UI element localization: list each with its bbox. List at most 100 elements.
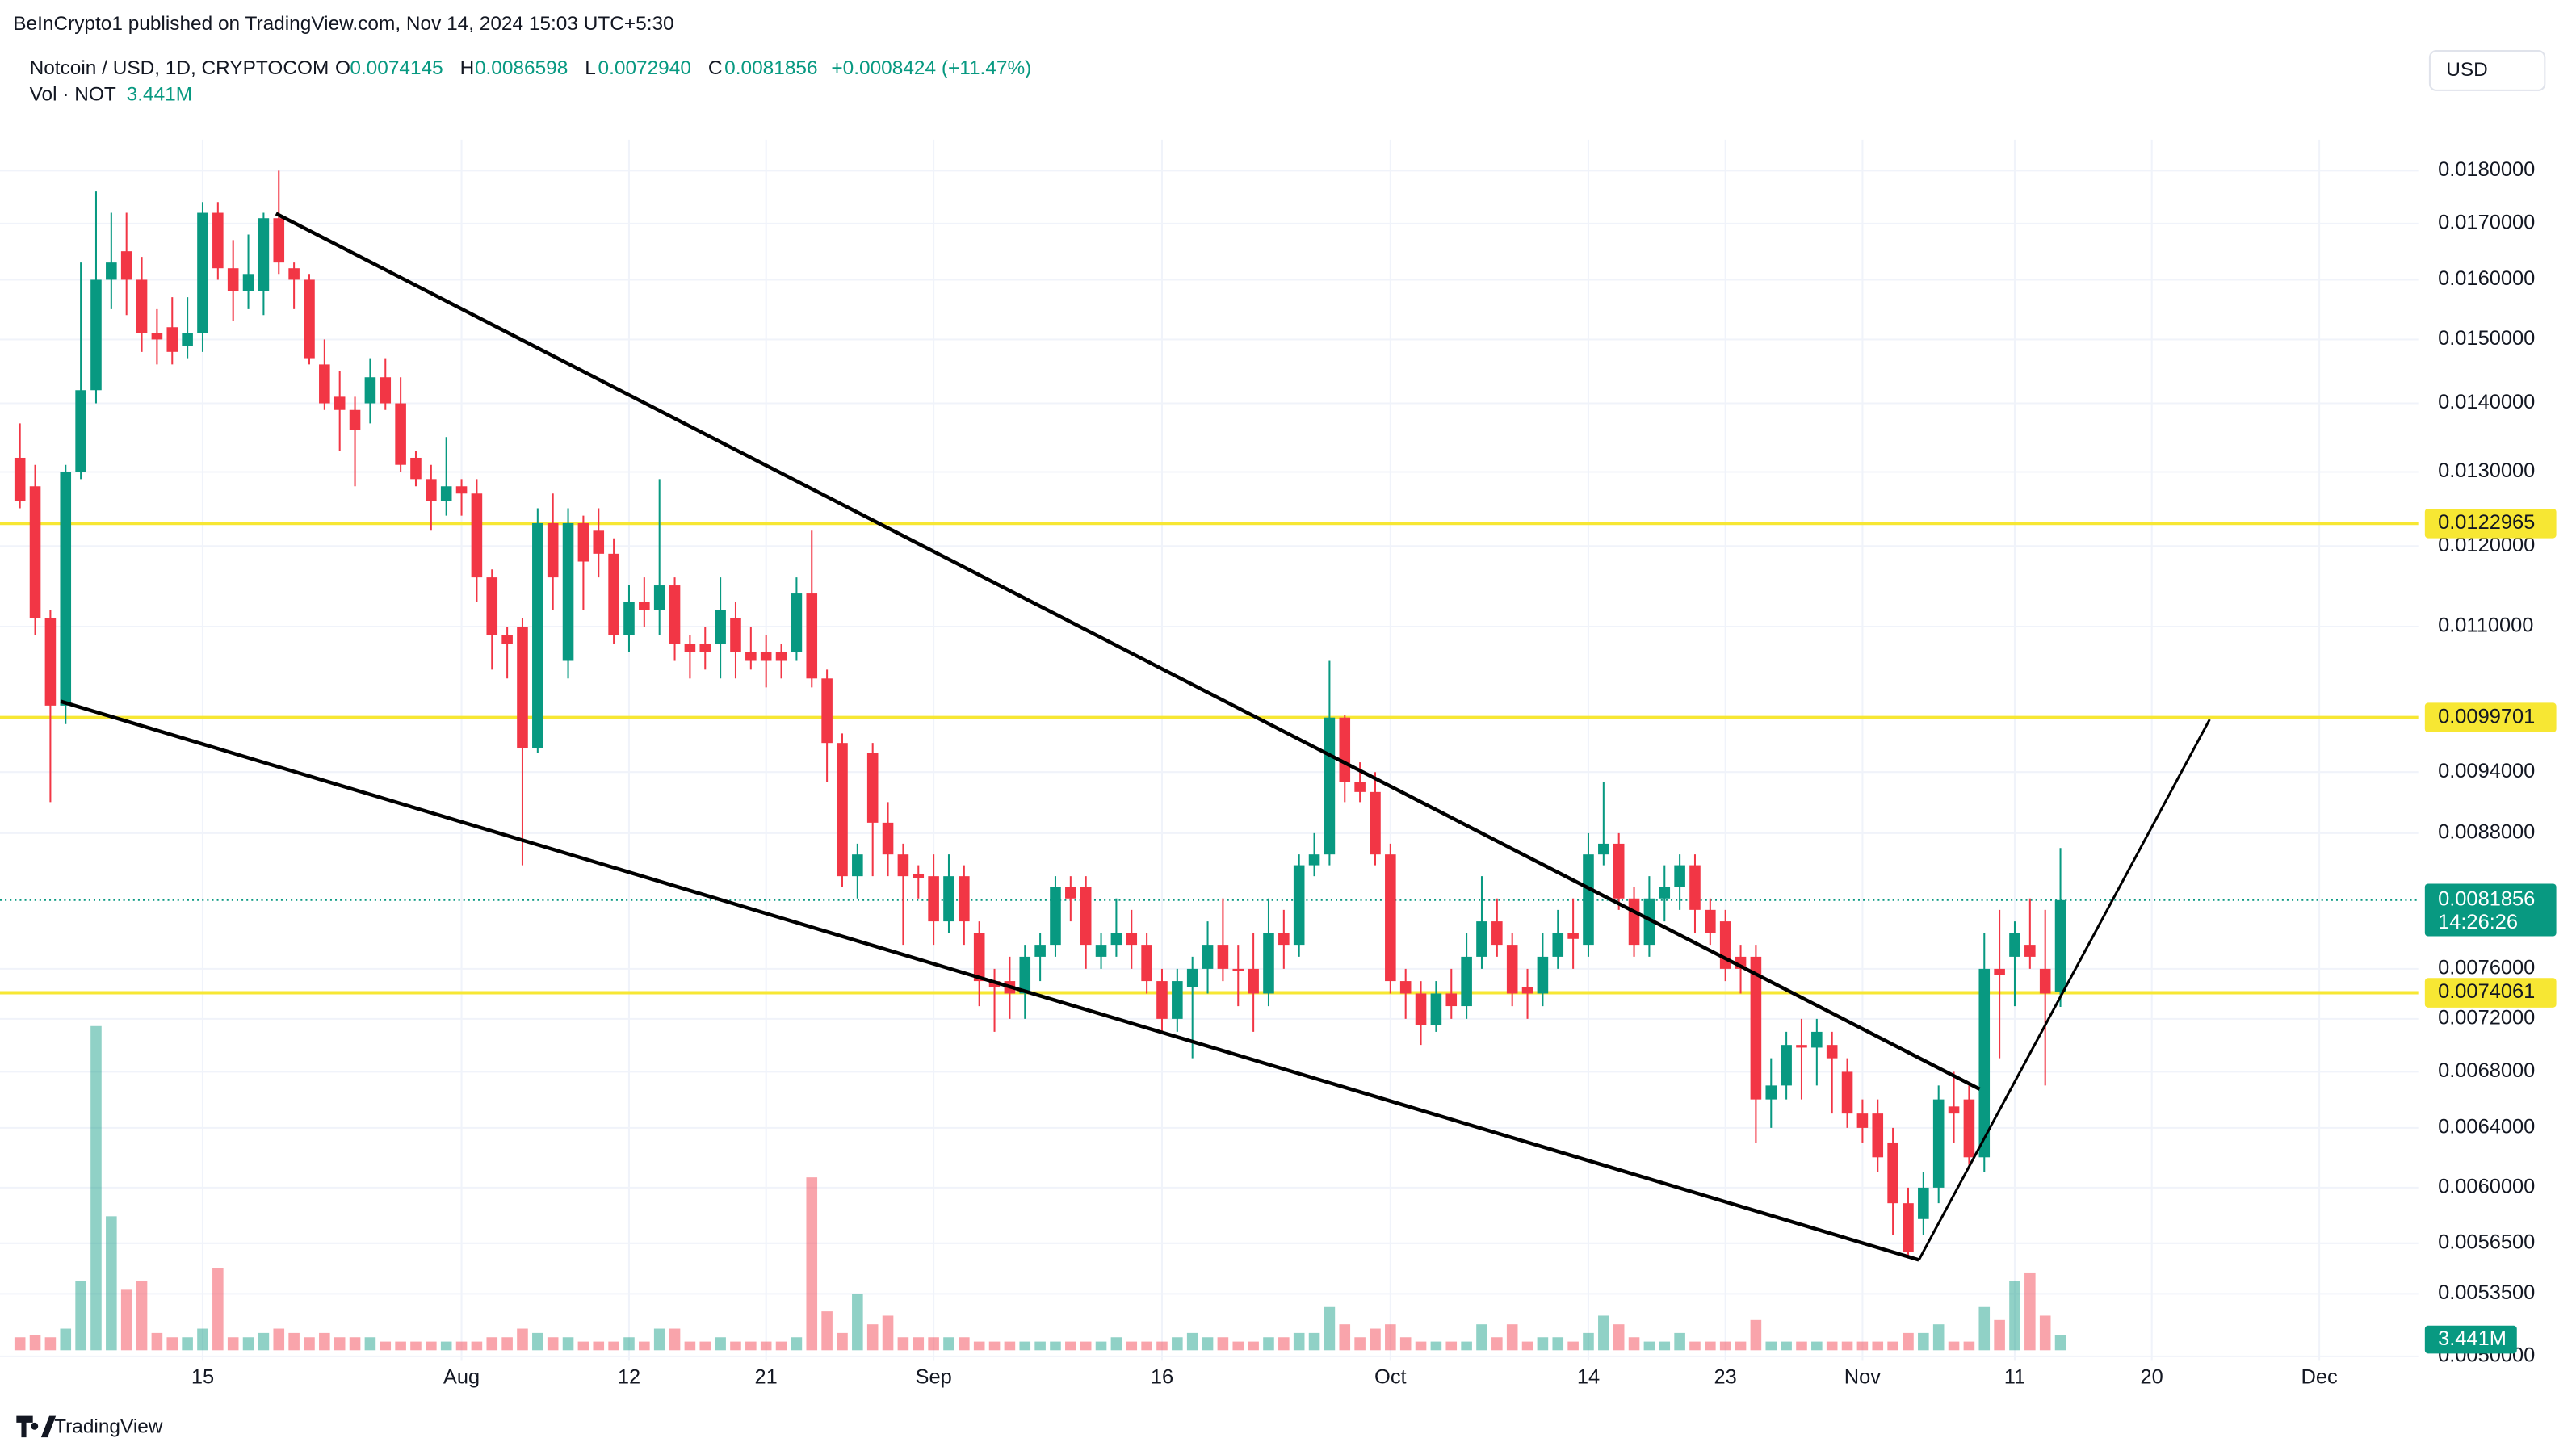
volume-bar xyxy=(258,1332,270,1351)
volume-bar xyxy=(1765,1341,1777,1351)
volume-bar xyxy=(1370,1328,1381,1351)
volume-value: 3.441M xyxy=(127,83,192,105)
candle-body xyxy=(1415,993,1427,1025)
volume-bar xyxy=(1308,1332,1320,1351)
last-price-label: 0.0081856 xyxy=(2438,888,2535,911)
volume-bar xyxy=(1583,1332,1594,1351)
volume-bar xyxy=(837,1332,848,1351)
volume-bar xyxy=(75,1281,86,1351)
volume-bar xyxy=(547,1337,559,1351)
candle-body xyxy=(1841,1071,1853,1114)
candle-body xyxy=(486,577,498,635)
volume-bar xyxy=(60,1328,72,1351)
volume-bar xyxy=(1628,1337,1640,1351)
volume-bar xyxy=(1689,1341,1701,1351)
volume-bar xyxy=(1978,1306,1991,1351)
volume-bar xyxy=(151,1332,163,1351)
volume-bar xyxy=(1354,1337,1366,1351)
candle-body xyxy=(1065,887,1076,899)
volume-bar xyxy=(1324,1306,1336,1351)
volume-bar xyxy=(593,1341,605,1351)
currency-button[interactable] xyxy=(2428,50,2546,91)
volume-bar xyxy=(471,1341,483,1351)
candle-body xyxy=(837,743,848,877)
candle-body xyxy=(349,409,361,430)
candle-body xyxy=(623,602,635,635)
volume-bar xyxy=(1735,1341,1747,1351)
candle-body xyxy=(1521,987,1533,994)
candle-body xyxy=(1781,1045,1792,1086)
volume-bar xyxy=(1339,1324,1351,1351)
candle-body xyxy=(943,876,954,922)
watermark: TradingView xyxy=(16,1415,163,1437)
candle-body xyxy=(1399,981,1412,994)
volume-bar xyxy=(2009,1281,2020,1351)
candle-body xyxy=(471,493,483,578)
candle-body xyxy=(1293,865,1305,946)
candle-body xyxy=(29,486,41,618)
candle-body xyxy=(1202,945,1214,969)
candle-body xyxy=(866,753,879,823)
volume-bar xyxy=(1202,1337,1214,1351)
logo-text: TradingView xyxy=(54,1415,163,1437)
volume-bar xyxy=(1415,1341,1427,1351)
candle-body xyxy=(1324,717,1336,855)
volume-bar xyxy=(791,1337,803,1351)
volume-bar xyxy=(1172,1337,1183,1351)
candle-body xyxy=(395,403,406,465)
candle-body xyxy=(380,377,392,404)
volume-bar xyxy=(1856,1341,1869,1351)
x-tick-label: Nov xyxy=(1844,1366,1881,1389)
volume-bar xyxy=(1826,1341,1838,1351)
volume-bar xyxy=(517,1328,528,1351)
volume-bar xyxy=(866,1324,879,1351)
volume-bar xyxy=(1080,1341,1092,1351)
candle-body xyxy=(1963,1099,1975,1158)
candle-body xyxy=(1659,887,1671,899)
candle-body xyxy=(1826,1045,1838,1059)
x-tick-label: 15 xyxy=(191,1366,214,1389)
volume-bar xyxy=(2039,1315,2051,1351)
countdown-label: 14:26:26 xyxy=(2438,911,2518,933)
volume-bar xyxy=(897,1337,909,1351)
candle-body xyxy=(1339,717,1351,782)
y-tick-label: 0.0130000 xyxy=(2438,459,2535,482)
level-label-box xyxy=(2424,978,2557,1008)
candle-body xyxy=(242,274,254,291)
candle-body xyxy=(1080,887,1092,946)
volume-bar xyxy=(973,1341,985,1351)
volume-bar xyxy=(775,1341,787,1351)
volume-bar xyxy=(1476,1324,1487,1351)
candle-body xyxy=(1186,968,1198,987)
candle-body xyxy=(258,218,270,291)
volume-bar xyxy=(1613,1324,1625,1351)
volume-bar xyxy=(120,1289,132,1351)
volume-bar xyxy=(380,1341,392,1351)
volume-bar xyxy=(1141,1341,1152,1351)
volume-bar xyxy=(1932,1324,1945,1351)
candle-body xyxy=(760,652,772,661)
volume-bar xyxy=(1841,1341,1853,1351)
volume-bar xyxy=(182,1337,193,1351)
volume-bar xyxy=(1598,1315,1609,1351)
candle-body xyxy=(501,635,513,644)
volume-bar xyxy=(1491,1337,1503,1351)
volume-bar xyxy=(1004,1341,1016,1351)
currency-label: USD xyxy=(2446,59,2488,81)
candle-body xyxy=(639,602,650,610)
volume-bar xyxy=(913,1337,925,1351)
candle-body xyxy=(1978,968,1991,1158)
volume-bar xyxy=(1705,1341,1716,1351)
candle-body xyxy=(410,457,422,480)
candle-body xyxy=(715,610,726,644)
volume-bar xyxy=(639,1341,650,1351)
volume-bar xyxy=(334,1337,346,1351)
candle-body xyxy=(1765,1085,1777,1100)
volume-bar xyxy=(1278,1337,1290,1351)
candle-body xyxy=(1263,933,1274,994)
change-value: +0.0008424 (+11.47%) xyxy=(831,57,1031,79)
upper-wedge-line xyxy=(275,212,1981,1091)
axes: 0.0180000 0.0170000 0.0160000 0.0150000 0.01… xyxy=(191,158,2557,1389)
candle-body xyxy=(821,678,833,744)
volume-bar xyxy=(90,1025,102,1351)
